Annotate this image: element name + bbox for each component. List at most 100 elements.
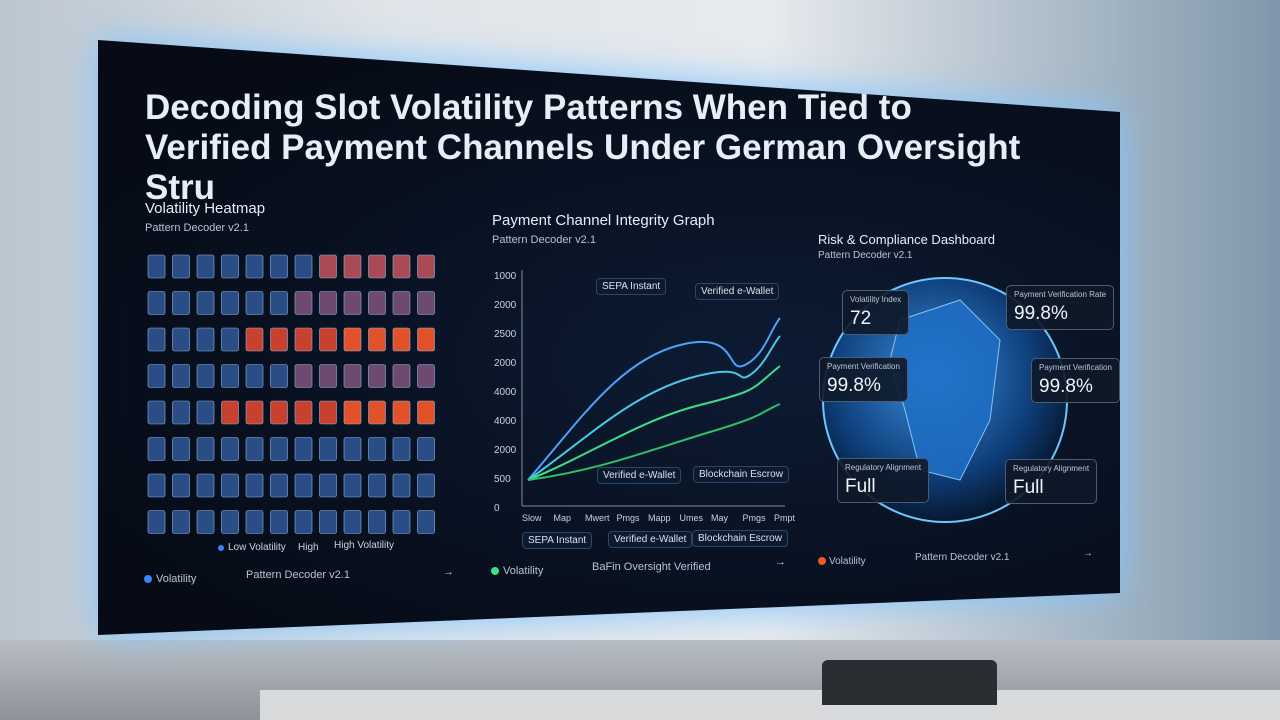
legend-label: High: [298, 542, 319, 553]
desk: [260, 690, 1280, 720]
y-axis-label: 2000: [494, 445, 517, 456]
legend-label: Blockchain Escrow: [692, 530, 788, 547]
footer-arrow[interactable]: →: [443, 566, 454, 578]
heatmap-tile: [172, 437, 190, 461]
heatmap-tile: [368, 437, 386, 461]
heatmap-tile: [172, 327, 190, 352]
y-axis-label: 0: [494, 503, 500, 514]
heatmap-tile: [319, 327, 337, 352]
heatmap-tile: [147, 473, 166, 498]
heatmap-tile: [392, 400, 411, 425]
heatmap-tile: [343, 510, 362, 534]
x-axis-label: Map: [553, 513, 572, 523]
metric-value: Full: [1013, 477, 1044, 498]
series-tag: SEPA Instant: [596, 278, 667, 295]
heatmap-tile: [319, 254, 337, 279]
heatmap-tile: [319, 400, 337, 425]
footer-tag: Volatility: [829, 556, 866, 567]
footer-arrow[interactable]: →: [1083, 548, 1093, 559]
heatmap-tile: [417, 510, 435, 534]
metric-value: Full: [845, 476, 876, 497]
metric-label: Regulatory Alignment: [845, 463, 922, 472]
heatmap-tile: [343, 364, 362, 388]
x-axis-label: Pmgs: [616, 513, 640, 523]
metric-card: Payment Verification 99.8%: [1031, 358, 1120, 403]
heatmap-tile: [221, 364, 239, 388]
x-axis-label: Pmgs: [742, 513, 766, 523]
heatmap-tile: [270, 437, 288, 461]
heatmap-tile: [319, 437, 337, 461]
metric-card: Volatility Index 72: [842, 290, 910, 335]
chair: [822, 660, 997, 705]
heatmap-tile: [172, 510, 190, 534]
heatmap-tile: [294, 400, 313, 425]
heatmap-tile: [294, 291, 313, 315]
heatmap-tile: [221, 437, 239, 461]
heatmap-tile: [147, 364, 166, 388]
metric-value: 99.8%: [1039, 376, 1093, 397]
heatmap-tile: [417, 400, 435, 425]
heatmap-tile: [172, 254, 190, 279]
footer-tag: Volatility: [156, 573, 197, 585]
legend-dot: [491, 567, 499, 575]
metric-card: Regulatory Alignment Full: [1005, 459, 1098, 504]
page-title: Decoding Slot Volatility Patterns When T…: [145, 88, 1021, 207]
heatmap-tile: [343, 291, 362, 315]
heatmap-tile: [221, 254, 239, 279]
x-axis-label: May: [711, 513, 729, 523]
metric-card: Payment Verification Rate 99.8%: [1006, 285, 1115, 330]
heatmap-tile: [417, 364, 435, 388]
x-axis-label: Umes: [679, 513, 704, 523]
heatmap-tile: [172, 400, 190, 425]
heatmap-tile: [343, 437, 362, 461]
y-axis-label: 2500: [494, 329, 517, 340]
heatmap-tile: [319, 473, 337, 498]
heatmap-tile: [392, 254, 411, 279]
heatmap-tile: [196, 364, 215, 388]
heatmap-tile: [196, 327, 215, 352]
x-axis-label: Mwert: [585, 513, 610, 523]
metric-label: Payment Verification: [1039, 363, 1112, 372]
heatmap-tile: [294, 327, 313, 352]
heatmap-tile: [392, 291, 411, 315]
heatmap-tile: [392, 473, 411, 498]
heatmap-tile: [368, 473, 386, 498]
heatmap-tile: [196, 291, 215, 315]
heatmap-tile: [245, 400, 264, 425]
heatmap-tile: [221, 400, 239, 425]
panel-subtitle: Pattern Decoder v2.1: [492, 234, 596, 246]
y-axis-label: 2000: [494, 358, 517, 369]
series-tag: Verified e-Wallet: [695, 283, 780, 300]
panel-title: Volatility Heatmap: [145, 200, 266, 217]
heatmap-tile: [147, 254, 166, 279]
heatmap-tile: [245, 254, 264, 279]
heatmap-tile: [417, 254, 435, 279]
footer-label: BaFin Oversight Verified: [592, 561, 711, 573]
heatmap-tile: [368, 291, 386, 315]
heatmap-tile: [417, 437, 435, 461]
metric-label: Payment Verification Rate: [1014, 290, 1107, 299]
heatmap-tile: [392, 327, 411, 352]
heatmap-tile: [294, 254, 313, 279]
footer-tag: Volatility: [503, 565, 544, 577]
legend-dot: [218, 545, 224, 551]
heatmap-tile: [245, 437, 264, 461]
heatmap-tile: [221, 473, 239, 498]
footer-label: Pattern Decoder v2.1: [246, 569, 350, 581]
graph-axes: [521, 270, 785, 507]
heatmap-tile: [368, 364, 386, 388]
heatmap-tile: [221, 291, 239, 315]
heatmap-tile: [172, 291, 190, 315]
legend-dot: [818, 557, 826, 565]
heatmap-tile: [294, 364, 313, 388]
footer-arrow[interactable]: →: [775, 556, 786, 568]
metric-value: 99.8%: [827, 375, 881, 396]
heatmap-tile: [270, 291, 288, 315]
legend-dot: [144, 575, 152, 583]
heatmap-tile: [245, 473, 264, 498]
legend-label: Low Volatility: [228, 542, 286, 553]
heatmap-tile: [196, 400, 215, 425]
heatmap-tile: [196, 473, 215, 498]
